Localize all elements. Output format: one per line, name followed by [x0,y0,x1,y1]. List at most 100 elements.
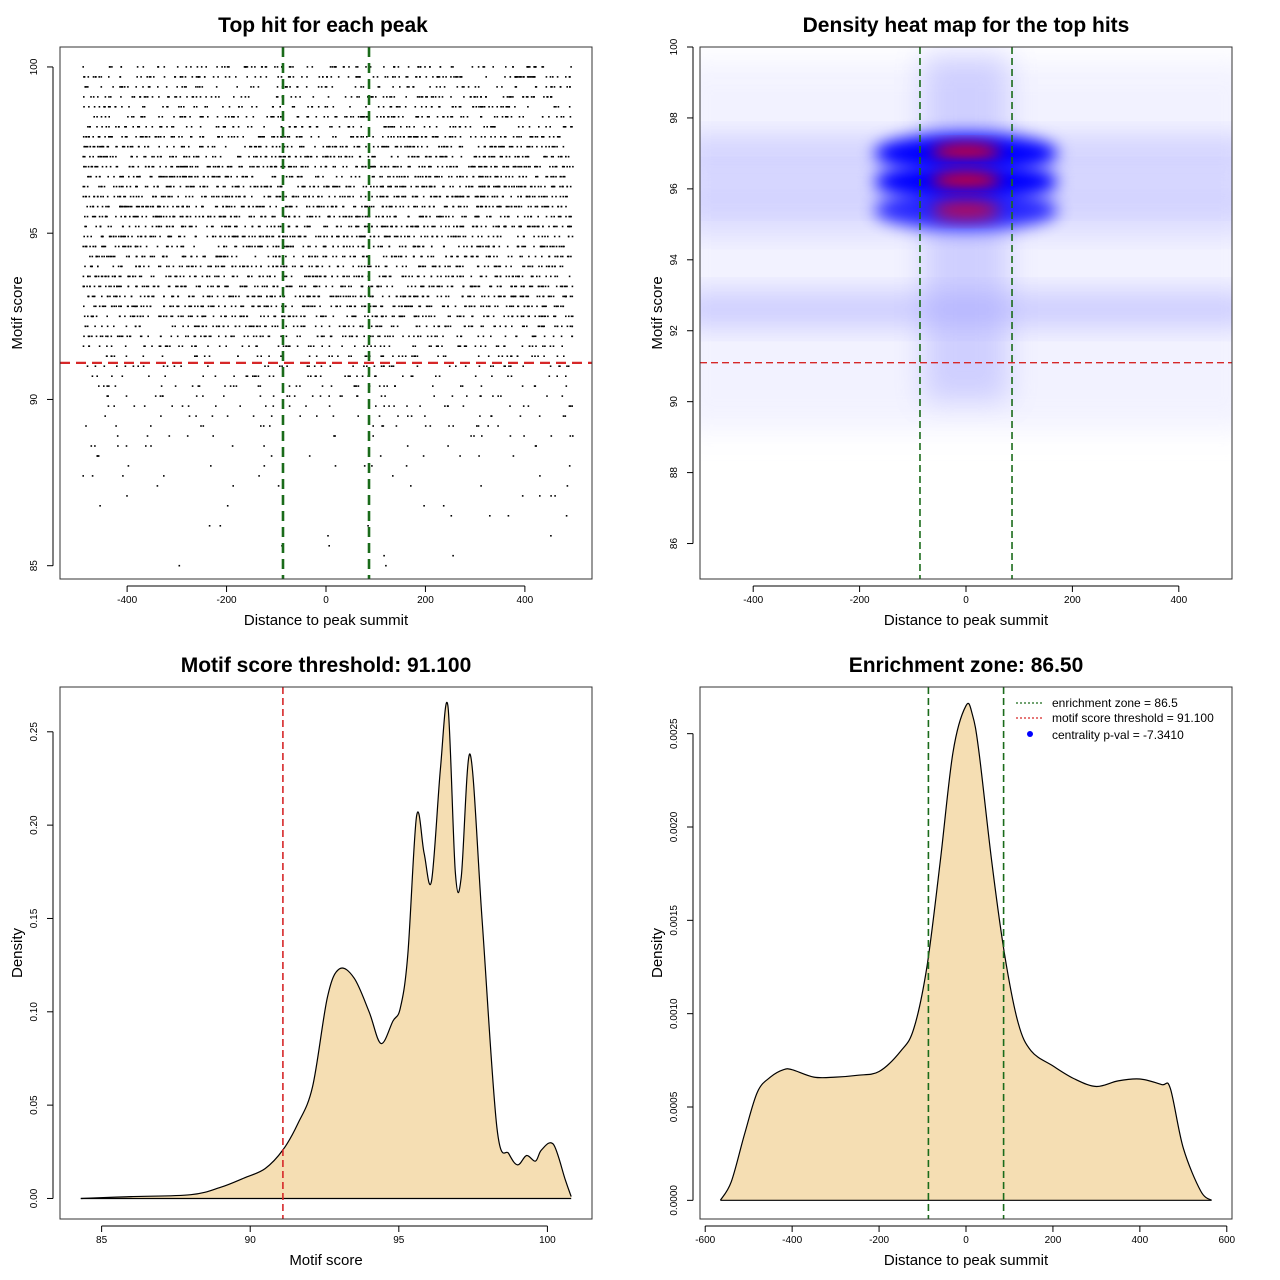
scatter-point [473,155,476,158]
scatter-point [356,375,358,377]
x-axis-label: Distance to peak summit [884,612,1049,629]
scatter-point [312,345,315,347]
scatter-point [522,96,524,98]
scatter-point [328,355,330,357]
scatter-point [361,325,364,328]
scatter-point [431,285,433,288]
scatter-point [444,265,446,268]
scatter-point [301,175,303,178]
scatter-point [158,145,160,148]
scatter-point [146,96,149,98]
scatter-point [89,265,92,268]
scatter-point [316,155,318,158]
legend-entry: enrichment zone = 86.5 [1052,696,1178,710]
scatter-point [91,255,94,258]
scatter-point [471,235,474,238]
scatter-point [397,155,399,158]
scatter-point [430,255,433,258]
scatter-point [451,116,454,118]
scatter-point [572,165,574,168]
scatter-point [463,345,466,347]
scatter-point [102,195,104,198]
scatter-point [511,185,513,188]
scatter-point [108,235,111,238]
scatter-point [265,405,267,407]
scatter-point [125,136,128,138]
scatter-point [158,265,160,268]
scatter-point [308,255,310,258]
scatter-point [278,155,281,158]
scatter-point [261,205,264,208]
scatter-point [135,265,137,268]
scatter-point [478,155,481,158]
scatter-point [432,76,434,78]
scatter-point [142,106,144,108]
scatter-point [104,155,106,158]
scatter-point [392,475,394,477]
scatter-point [191,195,194,198]
scatter-point [301,185,303,188]
scatter-point [557,136,560,138]
scatter-point [117,126,120,128]
scatter-point [261,245,263,248]
scatter-point [147,205,149,208]
scatter-point [451,275,453,278]
scatter-point [380,325,383,328]
scatter-point [479,205,482,208]
scatter-point [254,185,257,188]
scatter-point [470,255,473,258]
scatter-point [202,255,204,258]
scatter-point [279,365,281,367]
scatter-point [478,175,481,178]
y-tick-label: 85 [29,560,40,572]
plot-frame [59,686,593,1220]
scatter-point [536,205,539,208]
scatter-point [121,86,123,88]
scatter-point [446,145,449,148]
scatter-point [249,245,251,248]
scatter-point [446,205,448,208]
scatter-point [88,195,91,198]
scatter-point [252,116,255,118]
scatter-point [404,245,407,248]
scatter-point [315,245,317,248]
scatter-point [474,96,476,98]
scatter-point [241,106,243,108]
scatter-point [340,155,342,158]
scatter-point [531,185,533,188]
scatter-point [331,145,334,148]
scatter-point [429,185,432,188]
scatter-point [353,275,355,278]
scatter-point [95,175,98,178]
scatter-point [431,235,434,238]
scatter-point [383,365,385,367]
scatter-point [352,255,355,258]
scatter-point [466,395,468,397]
scatter-point [232,275,235,278]
scatter-point [388,245,390,248]
scatter-point [156,485,159,487]
scatter-point [280,116,282,118]
scatter-point [195,265,197,268]
scatter-point [246,175,248,178]
scatter-point [494,126,496,128]
scatter-point [87,86,89,88]
scatter-point [467,86,470,88]
scatter-point [162,195,164,198]
scatter-point [122,185,124,188]
scatter-point [146,305,148,308]
scatter-point [392,305,395,308]
scatter-point [380,365,383,367]
scatter-point [156,155,159,158]
scatter-point [294,265,296,268]
scatter-point [560,255,562,258]
scatter-point [400,305,403,308]
scatter-point [123,235,125,238]
scatter-point [393,126,396,128]
scatter-point [487,315,490,318]
scatter-point [349,255,352,258]
scatter-point [442,76,444,78]
scatter-point [395,205,397,208]
scatter-point [199,285,201,288]
scatter-point [518,136,520,138]
